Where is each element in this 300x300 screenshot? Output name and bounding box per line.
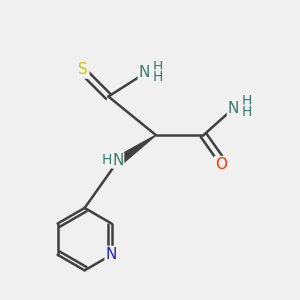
Text: H: H xyxy=(102,153,112,167)
Text: S: S xyxy=(78,62,88,77)
Text: N: N xyxy=(138,65,150,80)
Text: N: N xyxy=(227,101,239,116)
Text: O: O xyxy=(215,158,227,172)
Polygon shape xyxy=(115,135,156,166)
Text: H: H xyxy=(152,60,163,74)
Text: H: H xyxy=(152,70,163,84)
Text: H: H xyxy=(242,105,252,119)
Text: H: H xyxy=(242,94,252,108)
Text: N: N xyxy=(112,153,124,168)
Text: N: N xyxy=(106,247,117,262)
